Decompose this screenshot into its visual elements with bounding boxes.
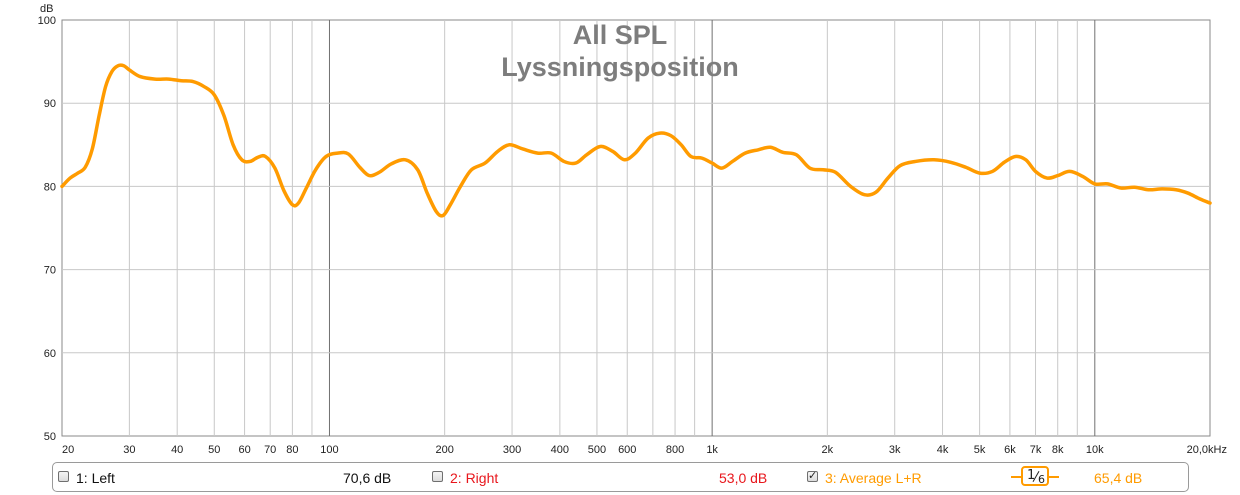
x-tick-label: 70 xyxy=(264,444,276,456)
legend-value-right: 53,0 dB xyxy=(719,470,768,486)
x-tick-label: 800 xyxy=(666,444,684,456)
x-tick-label: 1k xyxy=(706,444,718,456)
x-tick-label: 100 xyxy=(320,444,338,456)
spl-chart: 100 90 80 70 60 50 20 30 40 50 60 70 80 100 200 300 400… xyxy=(38,3,1227,456)
x-tick-label: 400 xyxy=(551,444,569,456)
smoothing-denominator: 6 xyxy=(1038,473,1045,486)
y-tick-label: 70 xyxy=(44,265,56,277)
plot-area xyxy=(61,19,1211,437)
x-tick-label: 60 xyxy=(238,444,250,456)
y-axis-label: dB xyxy=(40,3,53,15)
legend-label-left[interactable]: 1: Left xyxy=(76,470,115,486)
y-tick-label: 100 xyxy=(38,15,56,27)
y-tick-label: 50 xyxy=(44,431,56,443)
legend-label-average[interactable]: 3: Average L+R xyxy=(825,470,922,486)
x-tick-label: 4k xyxy=(937,444,949,456)
smoothing-numerator: 1 xyxy=(1027,468,1036,483)
x-tick-label: 6k xyxy=(1004,444,1016,456)
y-tick-labels: 100 90 80 70 60 50 xyxy=(38,15,56,443)
smoothing-fraction: 1 6 xyxy=(1021,466,1049,486)
average-checkbox[interactable]: ✓ xyxy=(807,470,818,482)
x-tick-label: 500 xyxy=(588,444,606,456)
x-tick-label: 20 xyxy=(62,444,74,456)
grid-lines xyxy=(62,20,1210,436)
x-tick-label: 20,0kHz xyxy=(1187,444,1227,456)
x-tick-label: 30 xyxy=(123,444,135,456)
legend-label-right[interactable]: 2: Right xyxy=(450,470,499,486)
legend-value-average: 65,4 dB xyxy=(1094,470,1143,486)
x-tick-label: 8k xyxy=(1052,444,1064,456)
x-tick-label: 200 xyxy=(435,444,453,456)
chart-title: All SPL xyxy=(573,20,668,50)
x-tick-label: 10k xyxy=(1086,444,1104,456)
y-tick-label: 80 xyxy=(44,181,56,193)
x-tick-label: 600 xyxy=(618,444,636,456)
left-checkbox[interactable] xyxy=(58,471,69,482)
y-tick-label: 60 xyxy=(44,348,56,360)
x-tick-label: 2k xyxy=(822,444,834,456)
series-line-average xyxy=(60,63,1212,218)
x-tick-label: 7k xyxy=(1030,444,1042,456)
right-checkbox[interactable] xyxy=(432,471,443,482)
x-tick-label: 50 xyxy=(208,444,220,456)
chart-subtitle: Lyssningsposition xyxy=(501,52,739,82)
x-tick-label: 40 xyxy=(171,444,183,456)
x-tick-label: 3k xyxy=(889,444,901,456)
x-tick-label: 80 xyxy=(286,444,298,456)
smoothing-selector[interactable]: 1 6 xyxy=(1011,466,1059,488)
legend-bar: 1: Left 70,6 dB 2: Right 53,0 dB ✓ 3: Av… xyxy=(52,462,1189,492)
legend-value-left: 70,6 dB xyxy=(343,470,392,486)
x-tick-label: 300 xyxy=(503,444,521,456)
x-tick-labels: 20 30 40 50 60 70 80 100 200 300 400 500 600 800 1k 2k 3… xyxy=(62,444,1227,456)
x-tick-label: 5k xyxy=(974,444,986,456)
y-tick-label: 90 xyxy=(44,98,56,110)
